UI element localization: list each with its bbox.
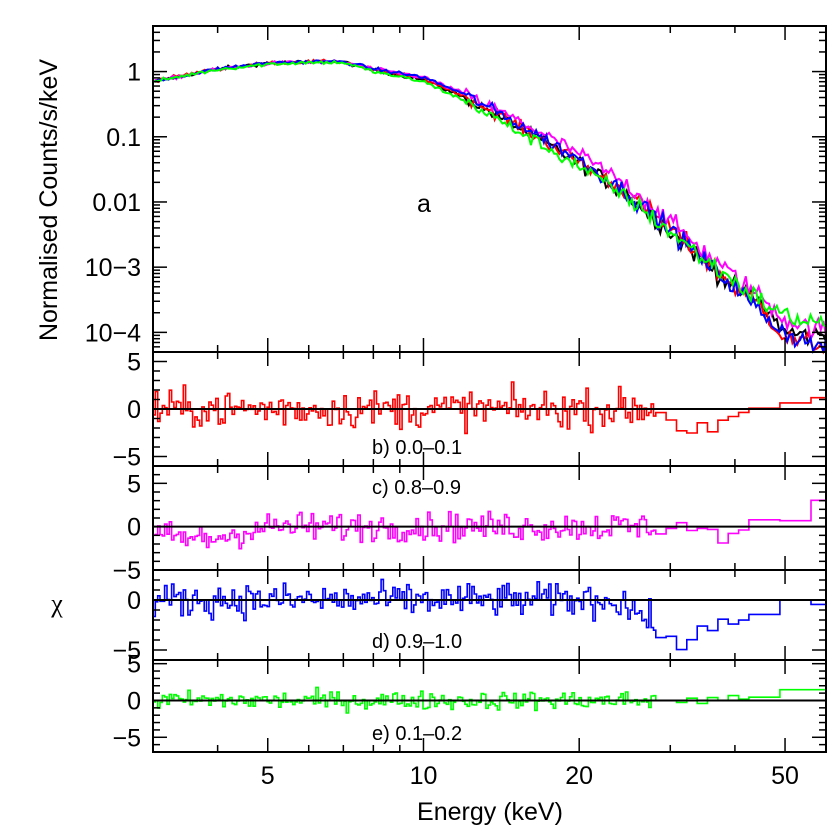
panel-frame-5 bbox=[152, 659, 827, 753]
x-tick-label: 20 bbox=[565, 762, 593, 790]
plot-curves bbox=[152, 58, 827, 714]
residual-series-d bbox=[153, 578, 826, 651]
residual-y-tick-label: −5 bbox=[112, 724, 141, 752]
residual-panel-label: e) 0.1–0.2 bbox=[372, 723, 462, 745]
residual-y-tick-label: 5 bbox=[127, 349, 141, 377]
spectrum-series-3 bbox=[152, 59, 827, 343]
x-tick-label: 50 bbox=[771, 762, 799, 790]
panel-frame-4 bbox=[152, 569, 827, 661]
x-axis-label: Energy (keV) bbox=[417, 798, 563, 826]
residual-series-b bbox=[153, 381, 826, 435]
residual-y-axis-label: χ bbox=[50, 589, 63, 618]
panel-frame-3 bbox=[152, 465, 827, 571]
y-tick-label: 0.01 bbox=[92, 189, 141, 217]
residual-y-tick-label: −5 bbox=[112, 557, 141, 585]
y-tick-label: 1 bbox=[127, 59, 141, 87]
panel-a-annotation: a bbox=[417, 190, 431, 218]
residual-y-tick-label: −5 bbox=[112, 637, 141, 665]
x-tick-label: 5 bbox=[261, 762, 275, 790]
plot-axes bbox=[152, 25, 827, 753]
y-tick-label: 10−3 bbox=[85, 254, 141, 282]
y-tick-label: 10−4 bbox=[85, 319, 141, 347]
y-tick-label: 0.1 bbox=[106, 124, 141, 152]
residual-y-tick-label: 0 bbox=[127, 587, 141, 615]
residual-y-tick-label: 0 bbox=[127, 514, 141, 542]
residual-y-tick-label: 5 bbox=[127, 651, 141, 679]
residual-y-tick-label: 0 bbox=[127, 396, 141, 424]
residual-series-e bbox=[153, 686, 826, 714]
y-axis-label: Normalised Counts/s/keV bbox=[35, 59, 63, 341]
residual-panel-label: b) 0.0–0.1 bbox=[372, 437, 462, 459]
residual-y-tick-label: 0 bbox=[127, 687, 141, 715]
spectrum-series-5 bbox=[152, 59, 827, 328]
plot-labels: 1 0.1 0.01 10−3 10−4 a Normalised Counts/s/keV… bbox=[35, 59, 799, 826]
panel-frame-1 bbox=[152, 25, 827, 353]
plot-ticks bbox=[152, 25, 827, 753]
residual-panel-label: c) 0.8–0.9 bbox=[372, 477, 461, 499]
residual-series-c bbox=[153, 499, 826, 550]
residual-y-tick-label: −5 bbox=[112, 444, 141, 472]
residual-panel-label: d) 0.9–1.0 bbox=[372, 631, 462, 653]
residual-y-tick-label: 5 bbox=[127, 470, 141, 498]
x-tick-label: 10 bbox=[410, 762, 438, 790]
